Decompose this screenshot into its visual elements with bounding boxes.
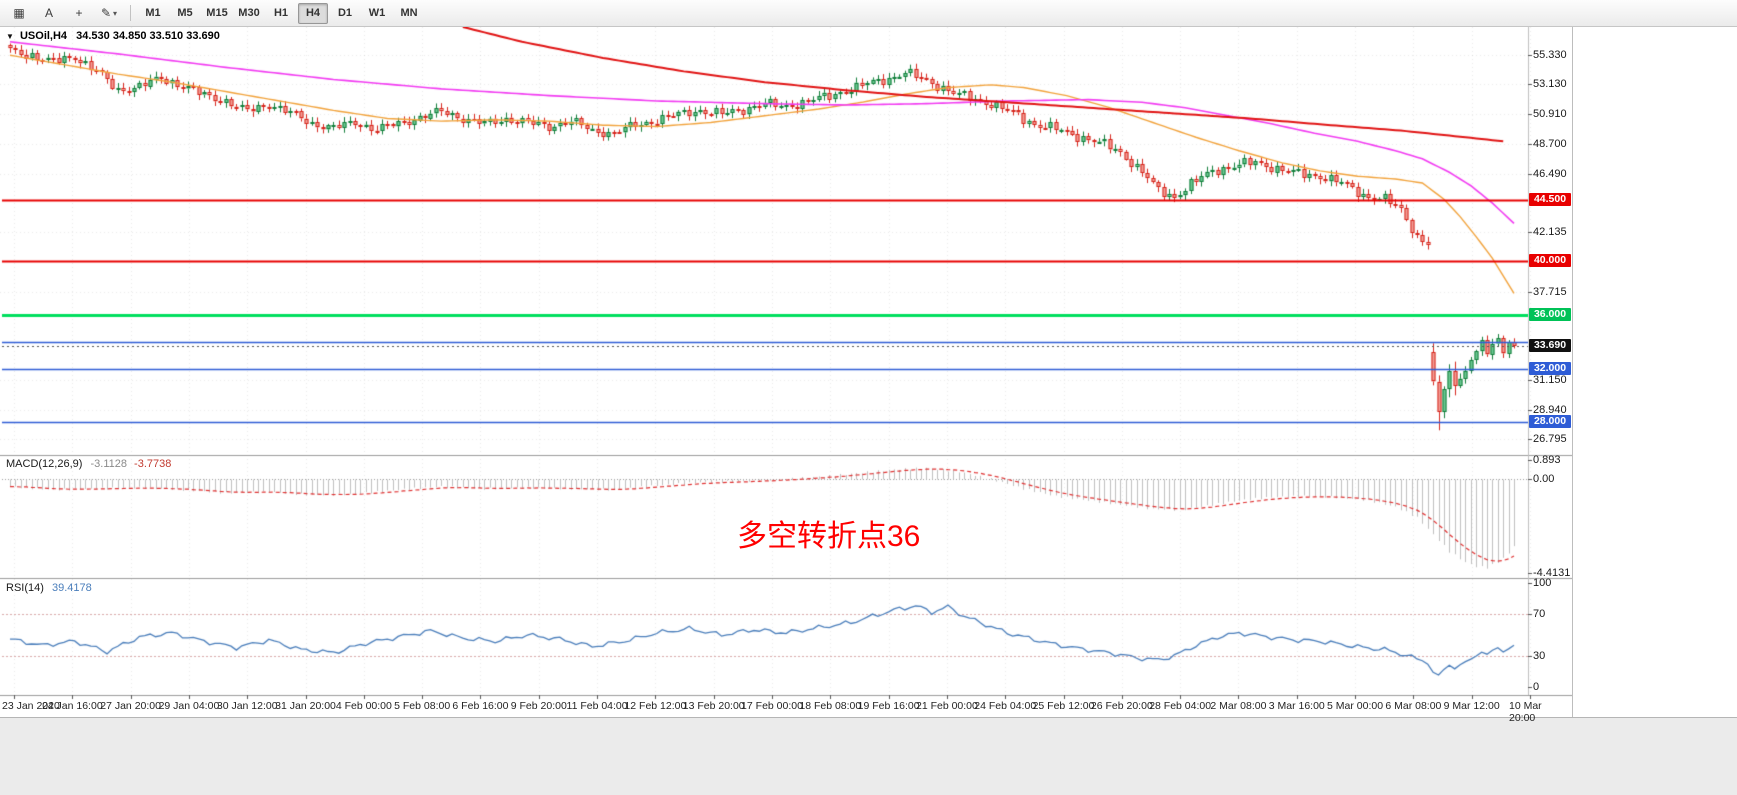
text-tool-button[interactable]: A: [35, 2, 63, 24]
chevron-down-icon: ▾: [113, 8, 118, 18]
chart-annotation-text[interactable]: 多空转折点36: [737, 520, 921, 553]
rsi-title: RSI(14): [6, 582, 44, 594]
macd-main-value: -3.1128: [90, 458, 127, 470]
rsi-value: 39.4178: [51, 582, 92, 594]
macd-title: MACD(12,26,9): [6, 458, 83, 470]
draw-tool-button[interactable]: ✎ ▾: [95, 2, 123, 24]
timeframe-buttons: M1 M5 M15 M30 H1 H4 D1 W1 MN: [137, 2, 425, 24]
chart-window[interactable]: ▼ USOil,H4 34.530 34.850 33.510 33.690 M…: [0, 27, 1573, 724]
toolbar-separator: [130, 5, 131, 21]
price-chart-canvas[interactable]: [0, 27, 1572, 717]
timeframe-m30-button[interactable]: M30: [238, 7, 260, 19]
crosshair-tool-button[interactable]: +: [65, 2, 93, 24]
timeframe-w1-button[interactable]: W1: [368, 7, 386, 19]
timeframe-mn-button[interactable]: MN: [400, 7, 418, 19]
timeframe-m5-button[interactable]: M5: [177, 7, 193, 19]
chart-tools-group: ▦ A + ✎ ▾: [4, 2, 124, 24]
draw-tool-icon: ✎: [100, 6, 112, 20]
chart-window-icon: ▦: [13, 6, 25, 20]
macd-signal-value: -3.7738: [134, 458, 172, 470]
one-click-trading-collapse-icon[interactable]: ▼: [6, 32, 14, 41]
timeframe-h4-button[interactable]: H4: [298, 2, 328, 24]
chart-workspace: ▼ USOil,H4 34.530 34.850 33.510 33.690 M…: [0, 27, 1737, 724]
symbol-header: ▼ USOil,H4 34.530 34.850 33.510 33.690: [6, 30, 220, 42]
symbol-title: USOil,H4: [19, 30, 68, 42]
crosshair-tool-icon: +: [75, 6, 83, 20]
timeframe-m1-button[interactable]: M1: [145, 7, 161, 19]
right-margin: [1573, 27, 1737, 717]
ohlc-values: 34.530 34.850 33.510 33.690: [76, 30, 220, 42]
timeframe-m15-button[interactable]: M15: [206, 7, 228, 19]
bottom-bar: [0, 717, 1737, 795]
chart-window-button[interactable]: ▦: [5, 2, 33, 24]
macd-indicator-label: MACD(12,26,9) -3.1128 -3.7738: [6, 458, 171, 470]
top-toolbar: ▦ A + ✎ ▾ M1 M5 M15 M30 H1 H4 D1 W1 MN: [0, 0, 1737, 27]
rsi-indicator-label: RSI(14) 39.4178: [6, 582, 92, 594]
timeframe-d1-button[interactable]: D1: [337, 7, 353, 19]
timeframe-h1-button[interactable]: H1: [273, 7, 289, 19]
text-tool-icon: A: [44, 6, 53, 20]
